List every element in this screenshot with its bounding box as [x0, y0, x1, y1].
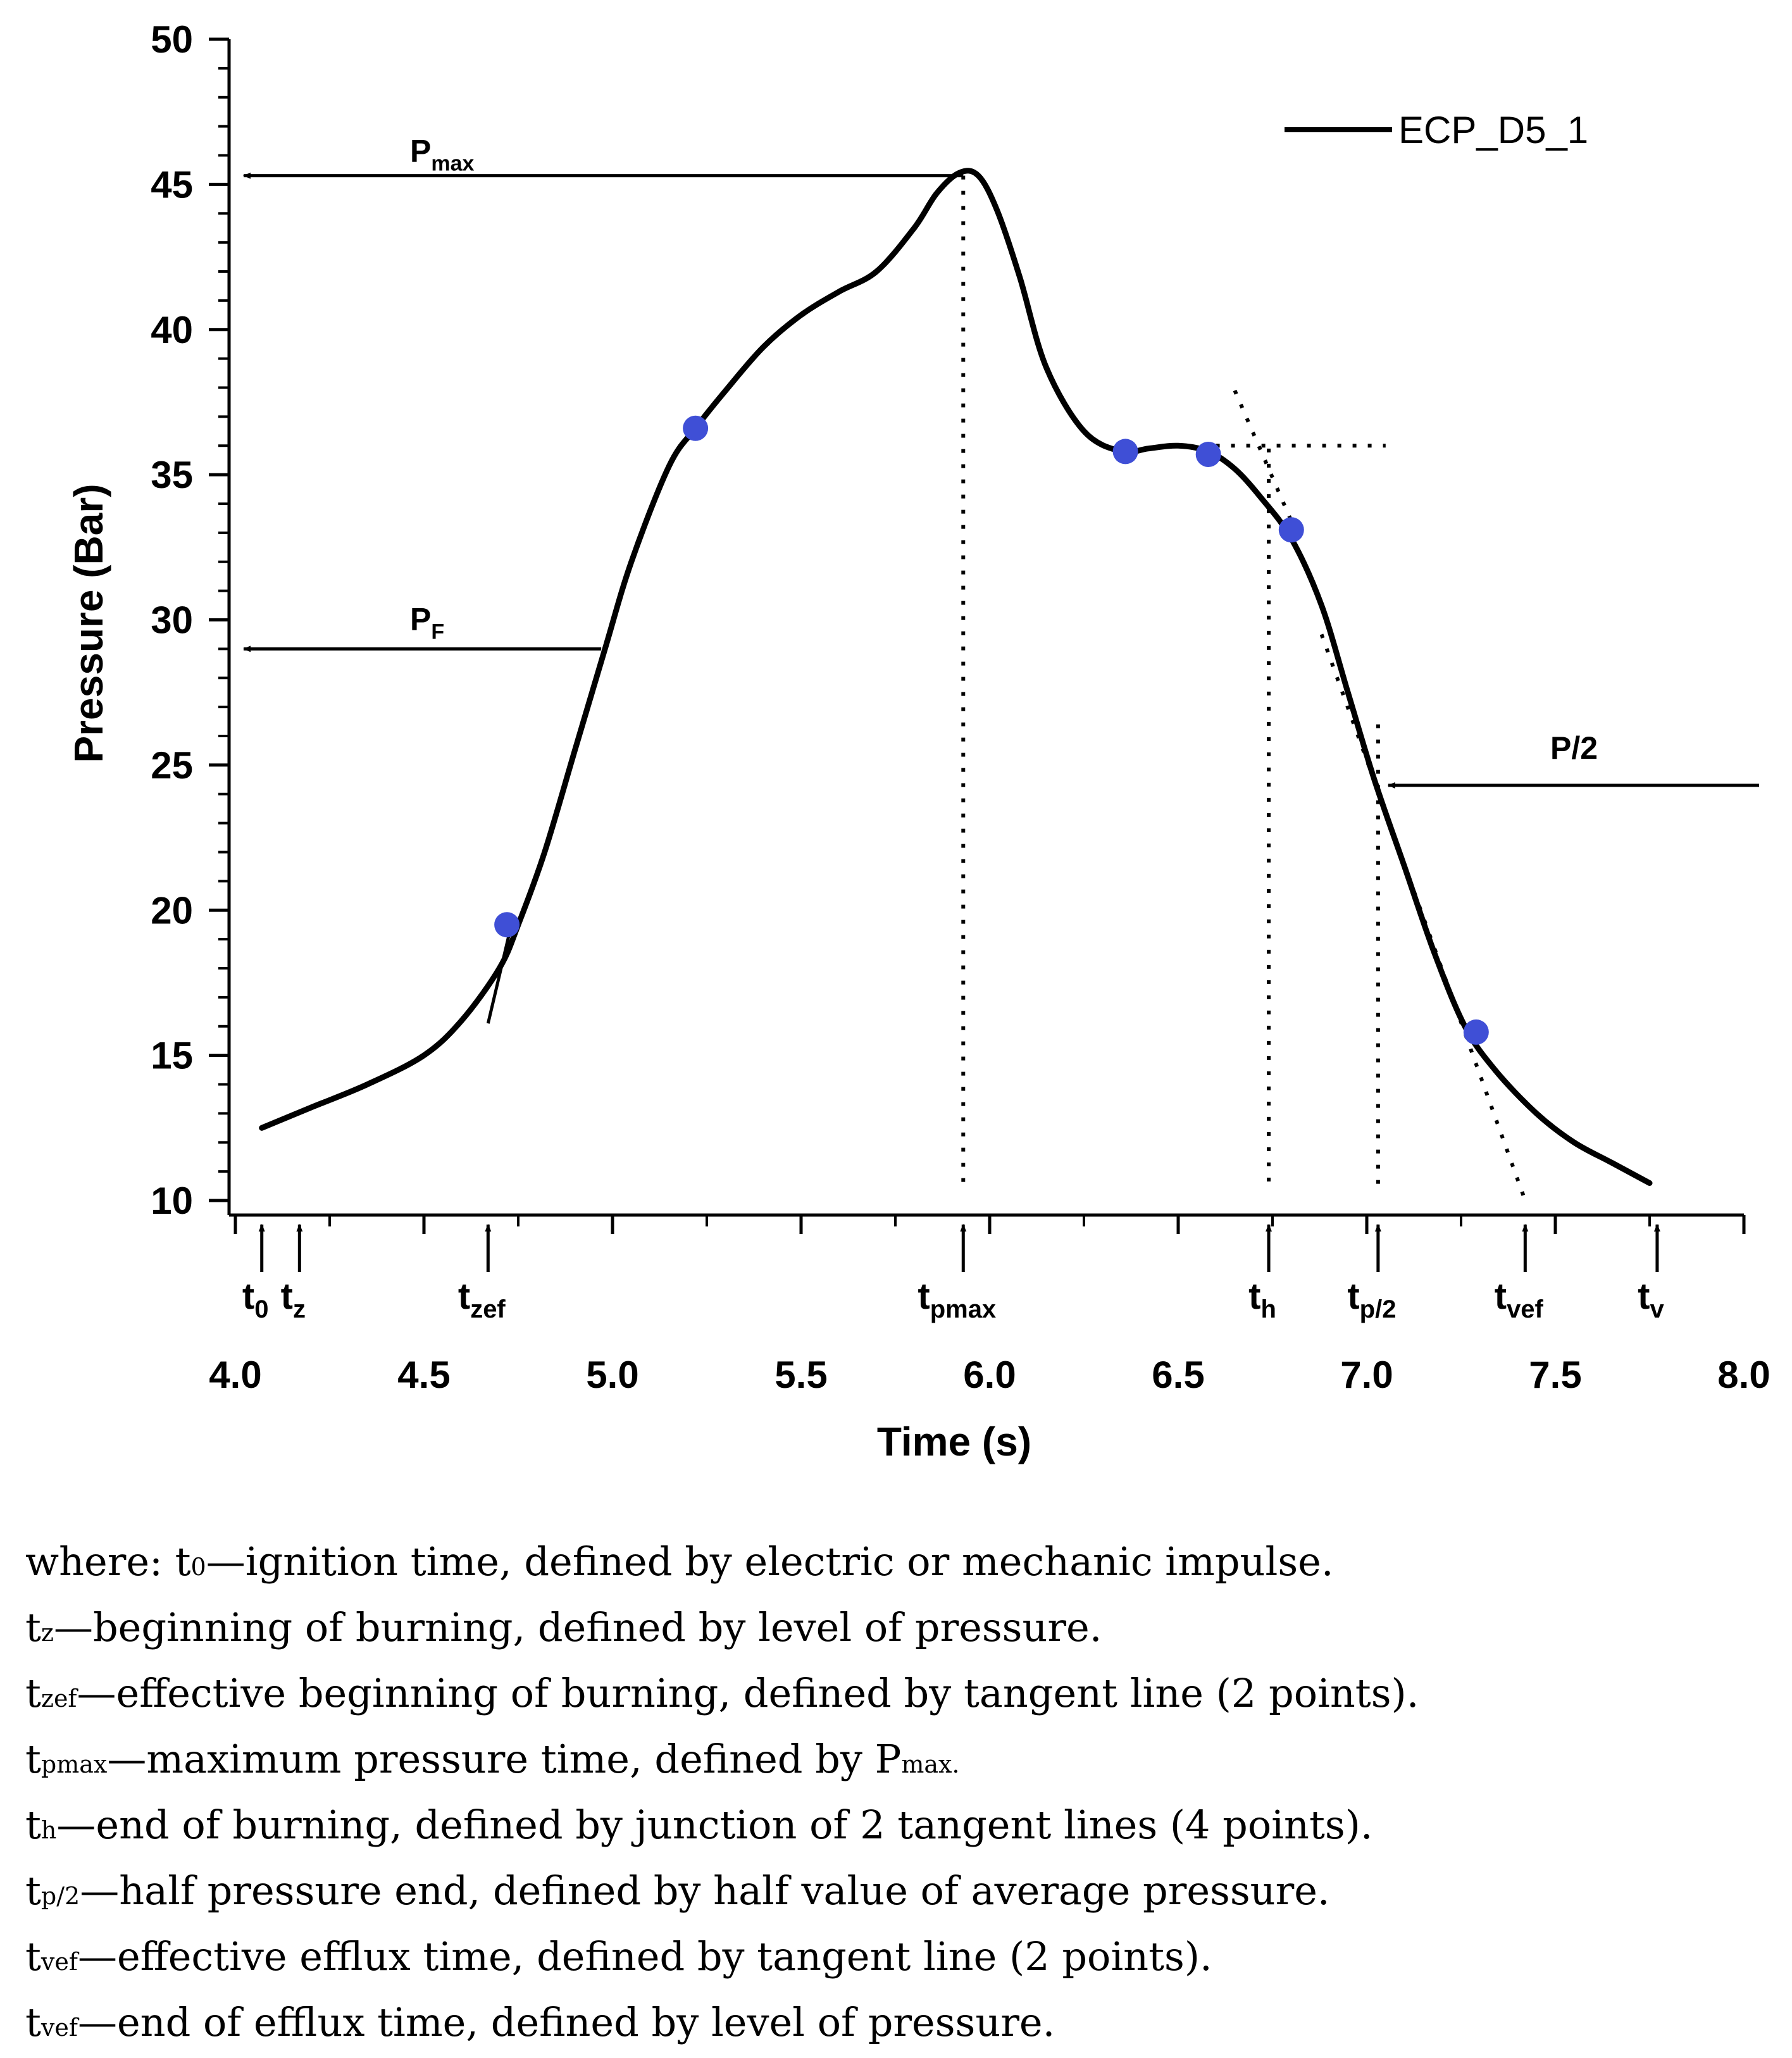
caption-symbol: t — [25, 1868, 41, 1914]
caption-symbol: t — [25, 1604, 41, 1650]
time-marker-label: tv — [1638, 1276, 1664, 1323]
caption-symbol: t — [175, 1538, 191, 1585]
tangent-guides — [486, 175, 1528, 1202]
caption-symbol: t — [25, 1670, 41, 1716]
caption-text: —beginning of burning, defined by level … — [53, 1604, 1102, 1650]
marked-point — [1112, 439, 1138, 465]
caption-line: th—end of burning, defined by junction o… — [25, 1795, 1772, 1861]
x-tick-label: 4.5 — [397, 1354, 450, 1396]
caption-symbol-sub: h — [40, 1816, 57, 1844]
x-tick-label: 5.0 — [586, 1354, 638, 1396]
caption-line: tpmax—maximum pressure time, defined by … — [25, 1729, 1772, 1795]
legend-label: ECP_D5_1 — [1398, 109, 1588, 151]
x-tick-label: 7.0 — [1340, 1354, 1393, 1396]
caption-symbol-sub: vef — [40, 1948, 78, 1976]
y-tick-label: 50 — [151, 18, 193, 61]
x-tick-label: 8.0 — [1717, 1354, 1770, 1396]
caption-line: tp/2—half pressure end, defined by half … — [25, 1861, 1772, 1926]
marked-point — [494, 912, 520, 938]
marked-point — [1463, 1019, 1489, 1045]
tzef-tangent — [486, 927, 513, 1024]
time-marker-label: tzef — [458, 1276, 506, 1323]
caption-symbol-sub: z — [40, 1619, 54, 1647]
caption-text: —end of burning, defined by junction of … — [56, 1802, 1373, 1848]
caption-text: —ignition time, defined by electric or m… — [206, 1538, 1334, 1585]
x-tick-label: 6.0 — [963, 1354, 1016, 1396]
series-layer — [259, 168, 1653, 1186]
time-marker-label: tvef — [1495, 1276, 1544, 1323]
efflux-tangent — [1319, 633, 1528, 1202]
y-axis-title: Pressure (Bar) — [66, 483, 111, 763]
caption-tail-sub: max. — [901, 1750, 960, 1778]
x-tick-label: 7.5 — [1529, 1354, 1581, 1396]
x-tick-label: 6.5 — [1152, 1354, 1204, 1396]
time-marker-label: th — [1248, 1276, 1276, 1323]
time-marker-label: tz — [281, 1276, 306, 1323]
caption-text: —maximum pressure time, defined by P — [107, 1736, 902, 1782]
annotations: Pmax PF P/2 t0 tz tzef tpmax th tp/2 tvef tv — [242, 134, 1759, 1323]
y-tick-label: 30 — [151, 599, 193, 642]
caption-prefix: where: — [25, 1538, 175, 1585]
caption-symbol-sub: 0 — [190, 1553, 206, 1581]
caption-text: —half pressure end, defined by half valu… — [80, 1868, 1330, 1914]
y-tick-label: 10 — [151, 1180, 193, 1222]
pf-label: PF — [410, 601, 444, 644]
marked-point — [1195, 442, 1221, 468]
caption-line: tvef—effective efflux time, defined by t… — [25, 1926, 1772, 1992]
caption-text: —end of efflux time, defined by level of… — [77, 1999, 1055, 2045]
caption-symbol-sub: vef — [40, 2014, 78, 2042]
marked-point — [683, 415, 709, 441]
caption-line: where: t0—ignition time, defined by elec… — [25, 1531, 1772, 1597]
caption-symbol: t — [25, 1933, 41, 1980]
x-tick-label: 4.0 — [209, 1354, 261, 1396]
y-tick-label: 20 — [151, 889, 193, 932]
caption-line: tvef—end of efflux time, defined by leve… — [25, 1992, 1772, 2058]
y-tick-label: 45 — [151, 163, 193, 206]
marked-points — [494, 415, 1489, 1045]
caption-symbol-sub: zef — [40, 1685, 77, 1712]
caption-line: tzef—effective beginning of burning, def… — [25, 1663, 1772, 1729]
caption: where: t0—ignition time, defined by elec… — [25, 1531, 1772, 2058]
time-marker-label: tp/2 — [1347, 1276, 1396, 1323]
caption-symbol-sub: pmax — [40, 1750, 108, 1778]
phalf-label: P/2 — [1550, 730, 1598, 766]
series-line-ecp-d5-1 — [259, 168, 1653, 1186]
caption-symbol: t — [25, 1736, 41, 1782]
marked-point — [1278, 517, 1304, 543]
time-marker-label: t0 — [242, 1276, 269, 1323]
x-tick-label: 5.5 — [775, 1354, 827, 1396]
axes: 10 15 20 25 30 35 40 45 50 4.0 4.5 5.0 5.5 6.0 6.5 7.0 7… — [151, 18, 1770, 1396]
y-tick-label: 35 — [151, 454, 193, 496]
caption-text: —effective efflux time, defined by tange… — [77, 1933, 1212, 1980]
pmax-label: Pmax — [410, 134, 475, 176]
caption-text: —effective beginning of burning, defined… — [77, 1670, 1419, 1716]
y-tick-label: 25 — [151, 744, 193, 787]
pressure-time-chart: 10 15 20 25 30 35 40 45 50 4.0 4.5 5.0 5.5 6.0 6.5 7.0 7… — [66, 18, 1770, 1464]
caption-symbol: t — [25, 1802, 41, 1848]
y-tick-label: 15 — [151, 1035, 193, 1077]
y-tick-label: 40 — [151, 309, 193, 351]
caption-symbol: t — [25, 1999, 41, 2045]
time-marker-label: tpmax — [918, 1276, 996, 1323]
x-axis-title: Time (s) — [877, 1419, 1031, 1464]
caption-symbol-sub: p/2 — [40, 1882, 80, 1910]
caption-line: tz—beginning of burning, defined by leve… — [25, 1597, 1772, 1663]
legend: ECP_D5_1 — [1285, 109, 1588, 151]
